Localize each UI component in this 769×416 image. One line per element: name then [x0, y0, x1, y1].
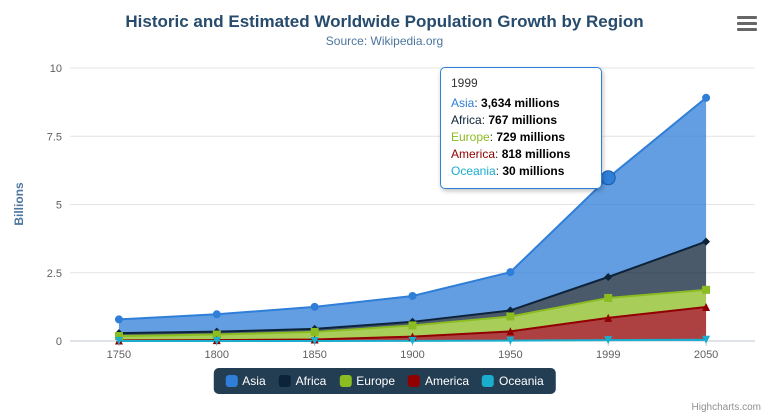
legend-label: Asia [242, 374, 266, 388]
context-menu-icon[interactable] [737, 16, 757, 31]
tooltip-series-value: 767 millions [488, 113, 558, 127]
svg-text:0: 0 [56, 336, 62, 348]
x-axis-labels: 1750 1800 1850 1900 1950 1999 2050 [107, 349, 719, 361]
tooltip-header: 1999 [451, 76, 478, 90]
markers-europe[interactable] [114, 285, 711, 341]
tooltip-series-value: 818 millions [501, 147, 571, 161]
tooltip-series-name: Oceania [451, 164, 502, 178]
tooltip-series-name: Africa [451, 113, 488, 127]
svg-text:1999: 1999 [596, 349, 620, 361]
tooltip-series-name: Asia [451, 96, 481, 110]
legend-item-europe[interactable]: Europe [339, 374, 395, 388]
svg-text:5: 5 [56, 200, 62, 212]
tooltip-row: Europe729 millions [451, 129, 591, 146]
tooltip-row: Africa767 millions [451, 112, 591, 129]
legend-label: Europe [356, 374, 396, 388]
tooltip-row: America818 millions [451, 146, 591, 163]
markers-asia[interactable] [114, 93, 711, 324]
burger-line [737, 16, 757, 19]
legend-item-oceania[interactable]: Oceania [482, 374, 544, 388]
burger-line [737, 28, 757, 31]
area-america[interactable] [118, 306, 707, 341]
legend-swatch-oceania [482, 375, 495, 387]
area-asia[interactable] [118, 97, 707, 334]
tooltip-series-value: 729 millions [496, 130, 566, 144]
tooltip-row: Oceania30 millions [451, 163, 591, 180]
svg-text:1800: 1800 [205, 349, 229, 361]
highcharts-credits-link[interactable]: Highcharts.com [691, 402, 761, 413]
legend-swatch-america [408, 375, 421, 387]
chart-subtitle: Source: Wikipedia.org [325, 34, 444, 48]
legend-item-america[interactable]: America [408, 374, 469, 388]
chart-title: Historic and Estimated Worldwide Populat… [125, 12, 644, 31]
legend-label: Oceania [499, 374, 544, 388]
tooltip-series-name: America [451, 147, 502, 161]
legend-swatch-africa [278, 375, 291, 387]
legend-item-asia[interactable]: Asia [225, 374, 266, 388]
markers-oceania[interactable] [114, 335, 711, 345]
svg-text:2.5: 2.5 [47, 268, 62, 280]
tooltip-series-value: 30 millions [502, 164, 565, 178]
legend-swatch-europe [339, 375, 352, 387]
svg-text:1900: 1900 [400, 349, 424, 361]
legend-swatch-asia [225, 375, 238, 387]
tooltip-series-name: Europe [451, 130, 496, 144]
burger-line [737, 22, 757, 25]
svg-text:10: 10 [50, 63, 62, 75]
legend-label: America [425, 374, 470, 388]
svg-text:1950: 1950 [498, 349, 522, 361]
y-axis-labels: 0 2.5 5 7.5 10 [47, 63, 62, 348]
svg-text:7.5: 7.5 [47, 131, 62, 143]
svg-text:2050: 2050 [694, 349, 718, 361]
chart-legend: Asia Africa Europe America Oceania [213, 368, 556, 394]
svg-text:1750: 1750 [107, 349, 131, 361]
area-africa[interactable] [118, 241, 707, 337]
chart-tooltip: 1999 Asia3,634 millions Africa767 millio… [440, 67, 602, 189]
legend-item-africa[interactable]: Africa [278, 374, 327, 388]
svg-text:1850: 1850 [302, 349, 326, 361]
tooltip-series-value: 3,634 millions [481, 96, 560, 110]
legend-label: Africa [295, 374, 327, 388]
tooltip-row: Asia3,634 millions [451, 95, 591, 112]
